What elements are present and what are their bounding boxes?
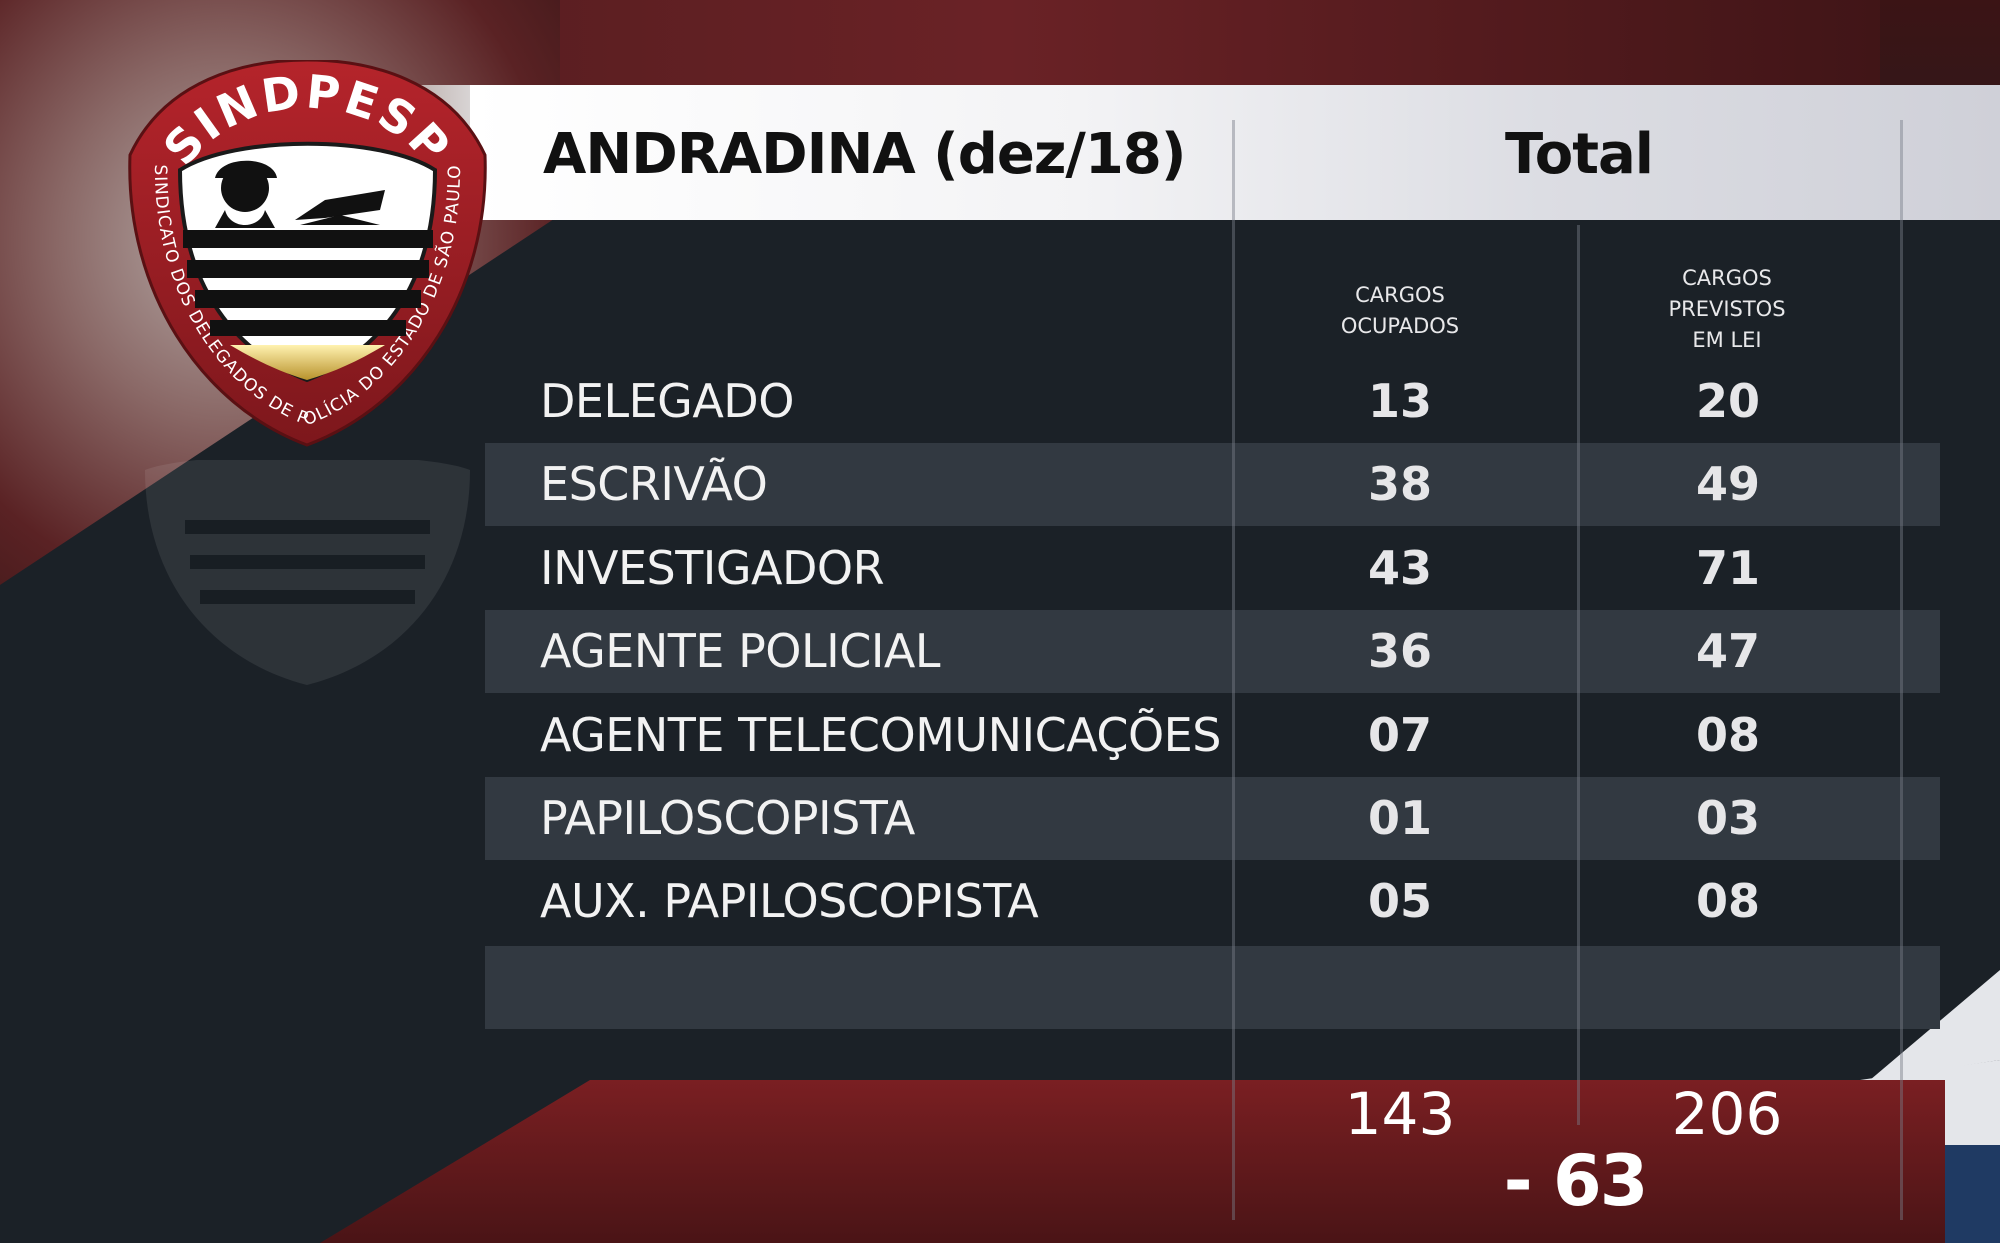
column-divider — [1900, 120, 1903, 1220]
total-heading: Total — [1505, 122, 1654, 187]
planned-header-line-1: CARGOS — [1682, 266, 1772, 290]
planned-header-line-3: EM LEI — [1692, 328, 1762, 352]
logo-reflection — [145, 460, 470, 685]
planned-value: 49 — [1695, 457, 1760, 511]
column-divider — [1232, 120, 1235, 1220]
table-row: PAPILOSCOPISTA 01 03 — [485, 777, 1940, 860]
occupied-value: 01 — [1367, 791, 1432, 845]
table-row: ESCRIVÃO 38 49 — [485, 443, 1940, 526]
occupied-value: 13 — [1367, 374, 1432, 428]
planned-column-header: CARGOS PREVISTOS EM LEI — [1577, 263, 1877, 356]
role-label: PAPILOSCOPISTA — [540, 791, 915, 845]
planned-total: 206 — [1671, 1080, 1783, 1148]
role-label: AGENTE POLICIAL — [540, 624, 941, 678]
occupied-header-line-2: OCUPADOS — [1340, 314, 1460, 338]
table-row: AGENTE TELECOMUNICAÇÕES 07 08 — [485, 694, 1940, 777]
planned-value: 71 — [1695, 541, 1760, 595]
table-row: DELEGADO 13 20 — [485, 360, 1940, 443]
planned-value: 08 — [1695, 874, 1760, 928]
planned-value: 47 — [1695, 624, 1760, 678]
occupied-value: 07 — [1367, 708, 1432, 762]
occupied-value: 38 — [1367, 457, 1432, 511]
role-label: ESCRIVÃO — [540, 457, 768, 511]
occupied-value: 36 — [1367, 624, 1432, 678]
table-row: AUX. PAPILOSCOPISTA 05 08 — [485, 860, 1940, 943]
sindpesp-logo: SINDPESP SINDICATO DOS DELEGADOS DE POLÍ… — [128, 60, 487, 447]
planned-value: 03 — [1695, 791, 1760, 845]
role-label: AGENTE TELECOMUNICAÇÕES — [540, 708, 1221, 762]
occupied-total: 143 — [1344, 1080, 1456, 1148]
empty-table-row — [485, 946, 1940, 1029]
occupied-value: 43 — [1367, 541, 1432, 595]
table-row: INVESTIGADOR 43 71 — [485, 527, 1940, 610]
page-title: ANDRADINA (dez/18) — [543, 122, 1186, 187]
planned-header-line-2: PREVISTOS — [1668, 297, 1786, 321]
planned-value: 20 — [1695, 374, 1760, 428]
occupied-header-line-1: CARGOS — [1355, 283, 1445, 307]
role-label: INVESTIGADOR — [540, 541, 885, 595]
role-label: AUX. PAPILOSCOPISTA — [540, 874, 1039, 928]
table-row: AGENTE POLICIAL 36 47 — [485, 610, 1940, 693]
planned-value: 08 — [1695, 708, 1760, 762]
occupied-column-header: CARGOS OCUPADOS — [1250, 280, 1550, 342]
column-divider — [1577, 225, 1580, 1125]
occupied-value: 05 — [1367, 874, 1432, 928]
role-label: DELEGADO — [540, 374, 794, 428]
difference-total: - 63 — [1503, 1140, 1649, 1222]
